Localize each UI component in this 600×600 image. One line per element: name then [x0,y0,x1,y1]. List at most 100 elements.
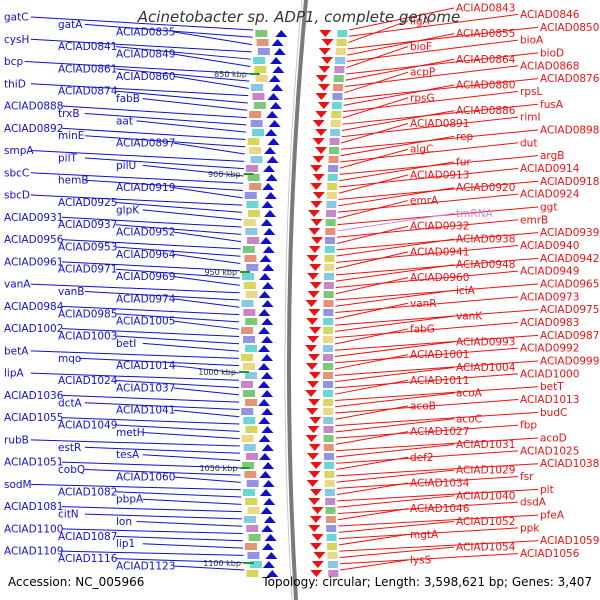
label-connector [334,379,409,395]
forward-gene-arrow [317,102,330,109]
forward-gene-arrow [309,516,322,523]
label-connector [335,289,455,307]
reverse-gene-arrow [262,462,275,469]
gene-label-aciad0993: ACIAD0993 [456,336,515,348]
label-connector [30,16,254,31]
label-connector [173,409,240,418]
label-connector [337,219,519,238]
gene-label-aciad1038: ACIAD1038 [540,458,599,470]
gene-category-block [323,327,334,334]
gene-label-acpp: acpP [410,67,435,79]
forward-gene-arrow [307,354,320,361]
gene-category-block [325,498,336,505]
gene-category-block [256,39,269,46]
reverse-gene-arrow [266,570,279,577]
gene-category-block [247,507,260,514]
gene-category-block [254,66,267,73]
label-connector [335,296,519,314]
gene-label-ggt: ggt [540,201,557,213]
gene-category-block [324,480,335,487]
gene-category-block [250,120,263,127]
gene-category-block [323,435,334,442]
forward-gene-arrow [305,345,318,352]
forward-gene-arrow [305,390,318,397]
label-connector [84,135,246,148]
gene-category-block [323,444,334,451]
gene-label-lip1: lip1 [116,538,135,550]
gene-label-pit: pit [540,484,554,496]
forward-gene-arrow [307,426,320,433]
label-connector [142,498,242,505]
label-connector [334,354,409,370]
gene-label-aciad1052: ACIAD1052 [456,516,515,528]
gene-category-block [323,399,334,406]
label-connector [61,550,244,556]
reverse-gene-arrow [265,129,278,136]
gene-label-glpk: glpK [116,204,140,216]
gene-category-block [324,255,335,262]
gene-category-block [323,282,334,289]
label-connector [61,105,247,119]
gene-label-aciad1123: ACIAD1123 [116,561,175,573]
label-connector [115,424,240,432]
gene-category-block [252,129,265,136]
gene-category-block [323,426,334,433]
reverse-gene-arrow [261,390,274,397]
label-connector [346,46,409,69]
gene-label-aciad1046: ACIAD1046 [410,503,470,515]
gene-label-aciad1054: ACIAD1054 [456,542,516,554]
label-connector [173,320,240,330]
gene-category-block [255,30,268,37]
label-connector [61,528,243,535]
gene-label-acoa: acoA [456,388,483,400]
gene-label-aciad0888: ACIAD0888 [4,101,63,113]
backbone-arc [286,0,308,600]
reverse-gene-arrow [266,111,279,118]
gene-label-aciad0969: ACIAD0969 [116,271,175,283]
reverse-gene-arrow [261,201,274,208]
label-connector [78,357,239,367]
label-connector [335,386,539,401]
gene-label-pilt: pilT [58,152,77,164]
gene-category-block [247,552,260,559]
gene-label-rpsg: rpsG [410,92,435,104]
gene-features [240,30,348,577]
label-connector [61,328,240,337]
gene-label-mqo: mqo [58,353,81,365]
gene-category-block [336,39,347,46]
gene-category-block [325,237,336,244]
label-connector [84,23,253,38]
reverse-gene-arrow [266,156,279,163]
gene-category-block [249,183,262,190]
label-connector [334,334,539,351]
gene-label-vanr: vanR [410,298,437,310]
gene-category-block [323,309,334,316]
reverse-gene-arrow [262,561,275,568]
forward-gene-arrow [308,498,321,505]
gene-category-block [323,390,334,397]
gene-label-aciad1027: ACIAD1027 [410,426,469,438]
gene-category-block [244,255,257,262]
label-connector [173,75,249,89]
gene-category-block [323,318,334,325]
reverse-gene-arrow [275,30,288,37]
gene-category-block [249,147,262,154]
label-connector [30,194,243,206]
gene-category-block [243,336,256,343]
gene-label-mine: minE [58,130,84,142]
gene-label-acoc: acoC [456,413,482,425]
reverse-gene-arrow [273,48,286,55]
gene-label-aciad0983: ACIAD0983 [520,317,579,329]
gene-category-block [328,570,339,577]
gene-category-block [322,354,333,361]
gene-category-block [244,471,257,478]
gene-category-block [245,291,258,298]
gene-category-block [240,354,253,361]
label-connector [340,129,539,150]
reverse-gene-arrow [265,174,278,181]
gene-label-aciad1036: ACIAD1036 [4,390,64,402]
label-connector [173,298,240,308]
label-connector [136,520,243,527]
label-connector [335,399,519,414]
gene-label-aciad0898: ACIAD0898 [540,124,599,136]
